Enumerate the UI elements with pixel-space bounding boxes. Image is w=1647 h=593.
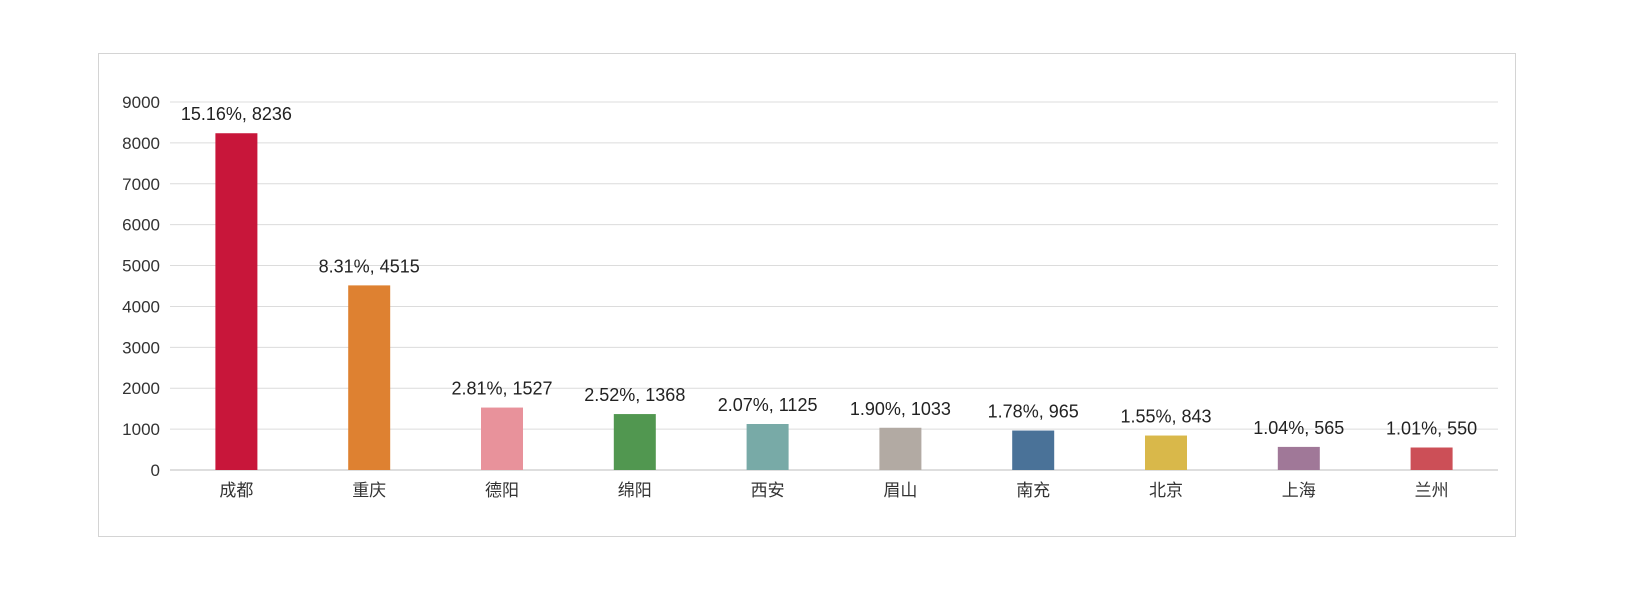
x-axis: 成都 重庆 德阳 绵阳 西安 眉山 南充 北京 上海 兰州 [219,481,1448,501]
y-tick-label: 6000 [122,216,160,235]
x-tick-label: 重庆 [352,481,386,501]
bar [746,424,789,470]
grid-lines [170,101,1498,471]
data-label: 1.01%, 550 [1386,419,1477,439]
y-tick-label: 1000 [122,420,160,439]
x-tick-label: 成都 [219,481,253,501]
data-label: 1.78%, 965 [988,402,1079,422]
data-labels: 15.16%, 8236 8.31%, 4515 2.81%, 1527 2.52%,… [181,104,1477,438]
y-tick-label: 8000 [122,134,160,153]
x-tick-label: 眉山 [883,481,917,501]
x-tick-label: 上海 [1282,481,1316,501]
bar [879,427,922,470]
y-tick-label: 2000 [122,379,160,398]
bar [1012,430,1055,470]
bar [613,414,656,470]
data-label: 1.04%, 565 [1253,418,1344,438]
bar [215,133,258,470]
y-tick-label: 0 [151,461,160,480]
y-axis: 0 1000 2000 3000 4000 5000 6000 7000 8000 9000 [122,93,160,480]
x-tick-label: 德阳 [485,481,519,501]
data-label: 15.16%, 8236 [181,104,292,124]
data-label: 2.07%, 1125 [718,395,818,415]
bar [1410,447,1453,470]
bar [1145,435,1187,470]
y-tick-label: 7000 [122,175,160,194]
x-tick-label: 南充 [1016,481,1050,501]
bar [1277,446,1320,470]
bar [481,407,523,470]
bars [215,133,1453,470]
data-label: 1.55%, 843 [1120,407,1211,427]
x-tick-label: 西安 [751,481,785,501]
bar [348,285,391,470]
data-label: 2.52%, 1368 [584,385,685,405]
data-label: 2.81%, 1527 [451,379,552,399]
data-label: 8.31%, 4515 [319,256,420,276]
data-label: 1.90%, 1033 [850,399,951,419]
x-tick-label: 绵阳 [618,481,652,501]
x-tick-label: 北京 [1149,481,1183,501]
y-tick-label: 5000 [122,257,160,276]
x-tick-label: 兰州 [1415,481,1449,501]
y-tick-label: 4000 [122,297,160,316]
y-tick-label: 9000 [122,93,160,112]
y-tick-label: 3000 [122,338,160,357]
